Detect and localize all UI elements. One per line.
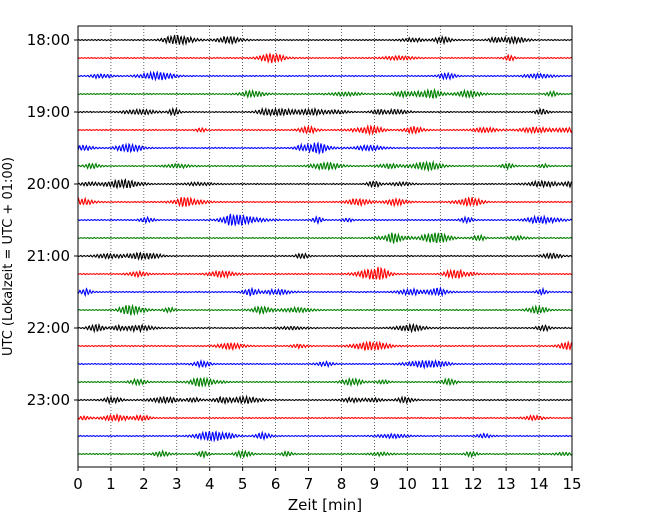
x-tick-label: 12 — [464, 475, 483, 493]
trace-line — [77, 449, 573, 460]
x-tick-label: 11 — [431, 475, 450, 493]
trace-line — [77, 87, 573, 100]
x-tick-label: 13 — [497, 475, 516, 493]
trace-line — [77, 376, 573, 388]
x-tick-label: 5 — [238, 475, 248, 493]
y-tick-label: 23:00 — [27, 391, 70, 409]
trace-line — [77, 285, 573, 298]
y-tick-label: 21:00 — [27, 247, 70, 265]
x-tick-label: 10 — [398, 475, 417, 493]
trace-line — [77, 178, 572, 190]
y-tick-label: 19:00 — [27, 103, 70, 121]
x-tick-label: 6 — [271, 475, 281, 493]
trace-line — [77, 141, 573, 156]
trace-line — [77, 196, 573, 208]
trace-line — [77, 430, 572, 443]
trace-line — [77, 266, 572, 281]
trace-line — [77, 358, 573, 370]
x-tick-label: 8 — [337, 475, 347, 493]
trace-line — [77, 394, 573, 406]
x-tick-label: 4 — [205, 475, 215, 493]
trace-line — [77, 322, 573, 334]
x-tick-label: 9 — [370, 475, 380, 493]
trace-line — [77, 232, 573, 244]
trace-line — [77, 213, 573, 227]
x-tick-label: 1 — [106, 475, 116, 493]
x-tick-label: 3 — [172, 475, 182, 493]
trace-line — [77, 106, 572, 118]
y-tick-label: 22:00 — [27, 319, 70, 337]
trace-line — [77, 34, 572, 46]
trace-line — [77, 123, 573, 136]
seismic-traces — [77, 34, 573, 460]
trace-line — [77, 303, 573, 317]
trace-line — [77, 412, 572, 423]
x-tick-label: 2 — [139, 475, 149, 493]
trace-line — [77, 52, 573, 64]
y-axis-label: UTC (Lokalzeit = UTC + 01:00) — [1, 157, 16, 356]
x-tick-label: 0 — [73, 475, 83, 493]
y-tick-label: 20:00 — [27, 175, 70, 193]
trace-line — [77, 70, 573, 82]
x-axis-ticks: 0 1 2 3 4 5 6 7 8 9 10 11 12 13 14 15 — [73, 467, 582, 493]
trace-line — [77, 159, 573, 173]
x-tick-label: 14 — [530, 475, 549, 493]
trace-line — [77, 340, 573, 352]
x-axis-label: Zeit [min] — [288, 496, 362, 514]
y-axis-ticks: 18:00 19:00 20:00 21:00 22:00 23:00 — [27, 31, 78, 409]
trace-line — [77, 251, 572, 261]
plot-frame — [77, 25, 573, 468]
x-tick-label: 15 — [562, 475, 581, 493]
y-tick-label: 18:00 — [27, 31, 70, 49]
x-tick-label: 7 — [304, 475, 314, 493]
